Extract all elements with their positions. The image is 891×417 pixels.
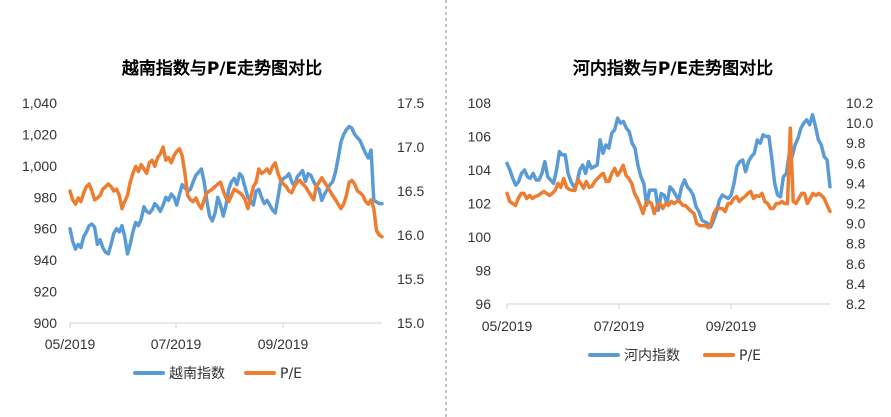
chart1-left-tick-label: 960 xyxy=(34,221,58,237)
chart1-x-tick-label: 05/2019 xyxy=(45,336,96,352)
chart1-left-tick-label: 940 xyxy=(34,252,58,268)
chart1-left-tick-label: 1,000 xyxy=(22,158,57,174)
chart2-right-tick-label: 10.2 xyxy=(846,95,873,111)
chart1-title: 越南指数与P/E走势图对比 xyxy=(121,58,322,79)
chart1-right-tick-label: 17.5 xyxy=(397,95,424,111)
chart2-legend-label: P/E xyxy=(739,348,761,364)
chart2-right-tick-label: 10.0 xyxy=(846,115,873,131)
chart2-x-tick-label: 09/2019 xyxy=(706,318,757,334)
chart2-left-tick-label: 100 xyxy=(468,229,492,245)
chart1-right-tick-label: 16.5 xyxy=(397,183,424,199)
chart2-title: 河内指数与P/E走势图对比 xyxy=(573,58,773,79)
chart1-right-tick-label: 16.0 xyxy=(397,227,424,243)
chart1-right-tick-label: 17.0 xyxy=(397,139,424,155)
chart2-left-tick-label: 96 xyxy=(475,296,491,312)
chart2-x-tick-label: 05/2019 xyxy=(482,318,533,334)
chart2-right-tick-label: 8.8 xyxy=(846,236,866,252)
chart1-legend-label: P/E xyxy=(280,366,302,382)
chart1-x-tick-label: 09/2019 xyxy=(258,336,309,352)
chart2-right-tick-label: 9.0 xyxy=(846,216,866,232)
chart2-left-tick-label: 106 xyxy=(468,129,492,145)
chart1-legend-label: 越南指数 xyxy=(169,366,225,382)
chart2-left-tick-label: 102 xyxy=(468,196,492,212)
chart2-left-tick-label: 104 xyxy=(468,162,492,178)
chart2-x-tick-label: 07/2019 xyxy=(594,318,645,334)
chart2-right-tick-label: 9.4 xyxy=(846,175,866,191)
chart2-series-line-index xyxy=(505,112,832,229)
chart1-x-tick-label: 07/2019 xyxy=(151,336,202,352)
chart2-right-tick-label: 8.4 xyxy=(846,276,866,292)
chart1-left-tick-label: 1,020 xyxy=(22,126,57,142)
chart1-left-tick-label: 980 xyxy=(34,189,58,205)
chart2-series-line-pe xyxy=(505,126,832,230)
chart2-legend-label: 河内指数 xyxy=(624,348,680,364)
chart2-right-tick-label: 9.8 xyxy=(846,135,866,151)
chart1-left-tick-label: 1,040 xyxy=(22,95,57,111)
chart2-left-tick-label: 108 xyxy=(468,95,492,111)
chart2-right-tick-label: 9.2 xyxy=(846,196,866,212)
chart2-right-tick-label: 8.2 xyxy=(846,296,866,312)
chart2-left-tick-label: 98 xyxy=(475,263,491,279)
chart1-right-tick-label: 15.5 xyxy=(397,271,424,287)
chart1-series-line-index xyxy=(68,124,384,256)
chart2-right-tick-label: 8.6 xyxy=(846,256,866,272)
chart1-left-tick-label: 920 xyxy=(34,284,58,300)
chart2-right-tick-label: 9.6 xyxy=(846,155,866,171)
chart1-series-line-pe xyxy=(68,145,384,239)
chart1-right-tick-label: 15.0 xyxy=(397,315,424,331)
chart1-left-tick-label: 900 xyxy=(34,315,58,331)
